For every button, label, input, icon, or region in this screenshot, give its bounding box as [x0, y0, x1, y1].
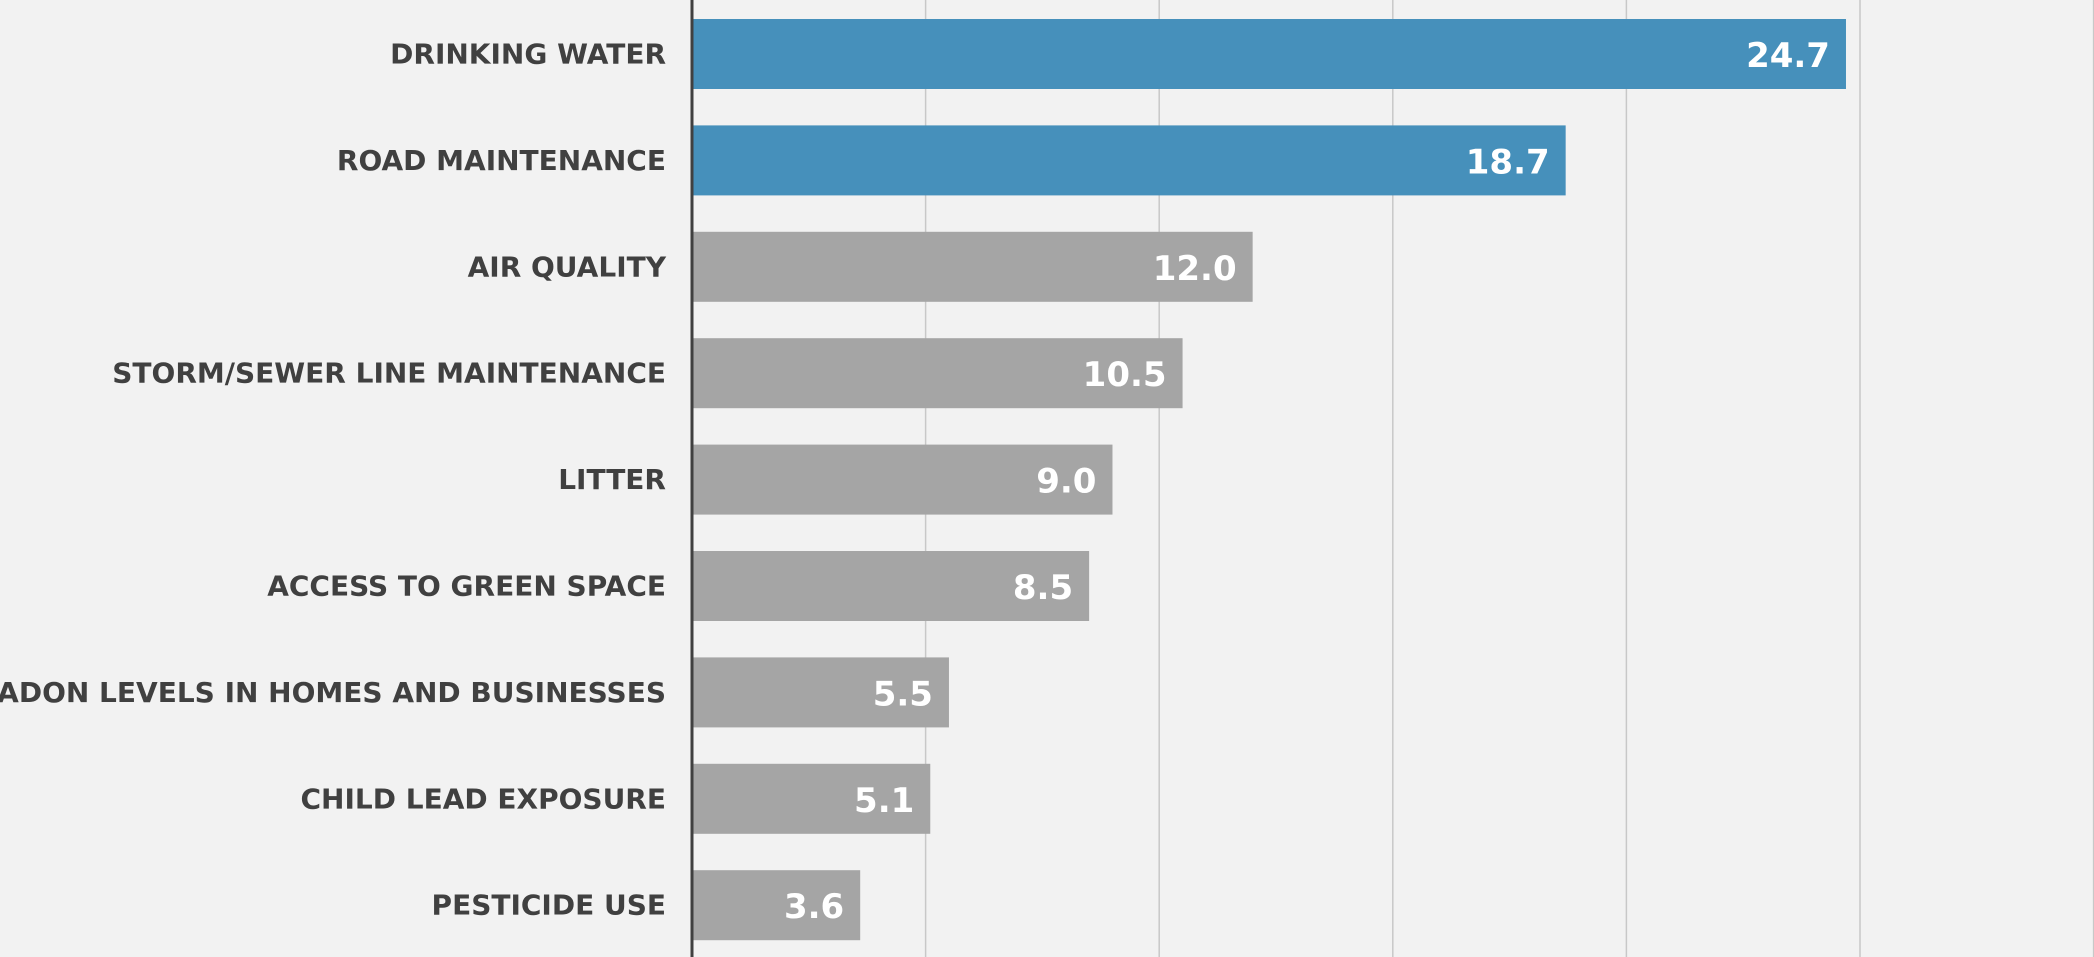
- bar-child-lead-exposure: [692, 763, 931, 834]
- bar-pesticide-use: [692, 870, 861, 941]
- category-label-road-maintenance: ROAD MAINTENANCE: [337, 144, 666, 177]
- value-label-child-lead-exposure: 5.1: [854, 781, 914, 821]
- value-label-air-quality: 12.0: [1153, 249, 1237, 289]
- value-labels: 24.7 18.7 12.0 10.5 9.0 8.5 5.5 5.1 3.6: [784, 36, 1830, 927]
- bar-litter: [692, 444, 1113, 515]
- category-labels: DRINKING WATER ROAD MAINTENANCE AIR QUALIT…: [0, 38, 667, 922]
- value-label-road-maintenance: 18.7: [1466, 142, 1550, 182]
- value-label-litter: 9.0: [1036, 462, 1096, 502]
- category-label-air-quality: AIR QUALITY: [468, 250, 667, 283]
- value-label-drinking-water: 24.7: [1746, 36, 1830, 76]
- bar-storm-sewer-line-maintenance: [692, 338, 1183, 409]
- category-label-storm-sewer-line-maintenance: STORM/SEWER LINE MAINTENANCE: [112, 357, 666, 390]
- bar-access-to-green-space: [692, 551, 1090, 621]
- category-label-litter: LITTER: [558, 463, 666, 496]
- value-label-radon-levels-in-homes-and-businesses: 5.5: [873, 674, 933, 714]
- bars: [692, 19, 1846, 941]
- value-label-access-to-green-space: 8.5: [1013, 568, 1073, 608]
- bar-drinking-water: [692, 19, 1846, 89]
- value-label-pesticide-use: 3.6: [784, 887, 844, 927]
- bar-air-quality: [692, 231, 1253, 302]
- bar-radon-levels-in-homes-and-businesses: [692, 657, 949, 728]
- value-label-storm-sewer-line-maintenance: 10.5: [1083, 355, 1167, 395]
- category-label-pesticide-use: PESTICIDE USE: [432, 889, 666, 922]
- category-label-radon-levels-in-homes-and-businesses: RADON LEVELS IN HOMES AND BUSINESSES: [0, 676, 666, 709]
- category-label-drinking-water: DRINKING WATER: [390, 38, 666, 71]
- category-label-access-to-green-space: ACCESS TO GREEN SPACE: [267, 570, 666, 603]
- category-label-child-lead-exposure: CHILD LEAD EXPOSURE: [301, 782, 667, 815]
- bar-road-maintenance: [692, 125, 1566, 196]
